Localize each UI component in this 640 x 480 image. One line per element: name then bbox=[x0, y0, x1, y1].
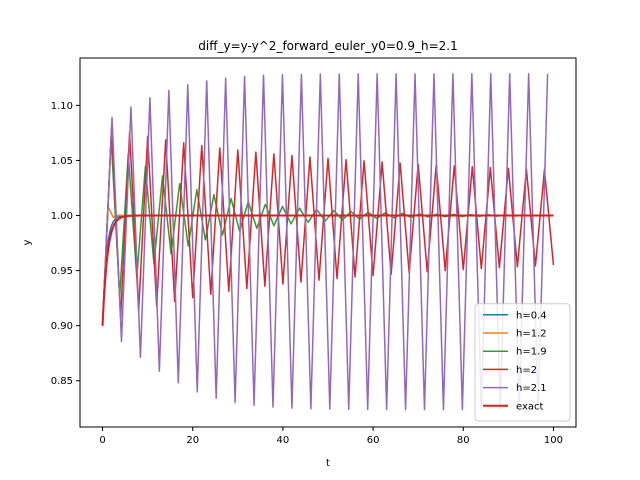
y-tick-label: 0.85 bbox=[51, 376, 73, 387]
chart-title: diff_y=y-y^2_forward_euler_y0=0.9_h=2.1 bbox=[198, 39, 457, 53]
y-tick-label: 0.90 bbox=[51, 321, 73, 332]
x-axis: 0 20 40 60 80 100 bbox=[99, 427, 563, 446]
series-line-h-2-1 bbox=[101, 73, 549, 411]
legend: h=0.4 h=1.2 h=1.9 h=2 h=2.1 exact bbox=[474, 303, 571, 422]
y-tick-label: 1.00 bbox=[51, 211, 73, 222]
y-axis: 0.85 0.90 0.95 1.00 1.05 1.10 bbox=[51, 101, 80, 387]
legend-entry-label: h=2.1 bbox=[516, 383, 547, 394]
plot-frame bbox=[79, 57, 577, 428]
y-tick-label: 1.05 bbox=[51, 156, 73, 167]
y-tick-label: 1.10 bbox=[51, 101, 73, 112]
x-tick-label: 0 bbox=[99, 435, 105, 446]
legend-entry-label: h=0.4 bbox=[516, 310, 547, 321]
x-tick-label: 80 bbox=[457, 435, 470, 446]
x-tick-label: 100 bbox=[544, 435, 563, 446]
legend-entry-label: h=2 bbox=[516, 365, 537, 376]
plot-area bbox=[101, 73, 555, 411]
series-line-h-2 bbox=[101, 126, 555, 326]
x-tick-label: 40 bbox=[277, 435, 290, 446]
x-tick-label: 60 bbox=[367, 435, 380, 446]
x-axis-label: t bbox=[326, 458, 330, 469]
y-axis-label: y bbox=[22, 239, 33, 245]
series-line-exact bbox=[101, 214, 554, 326]
legend-entry-label: h=1.9 bbox=[516, 347, 547, 358]
legend-entry-label: exact bbox=[516, 401, 544, 412]
y-tick-label: 0.95 bbox=[51, 266, 73, 277]
legend-entry-label: h=1.2 bbox=[516, 329, 547, 340]
x-tick-label: 20 bbox=[186, 435, 199, 446]
